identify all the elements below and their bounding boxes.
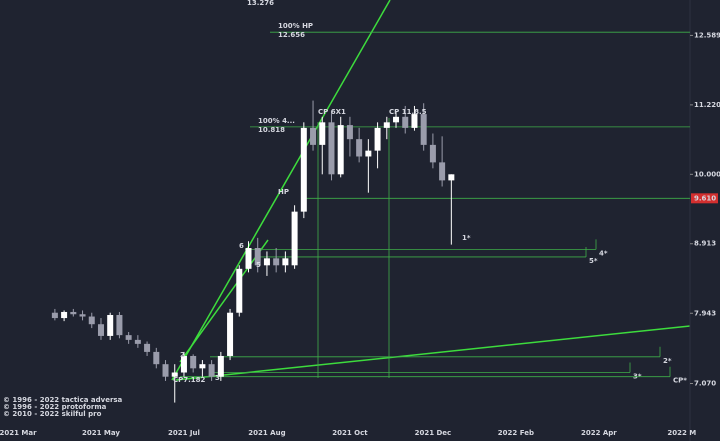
y-tick-label: 10.000 <box>694 170 720 178</box>
copyright: © 1996 - 2022 tactica adversa <box>3 396 123 404</box>
candle-body <box>208 364 215 377</box>
x-tick-label: 2021 May <box>82 429 120 437</box>
trend-line <box>171 0 391 381</box>
level-name: CP* <box>673 377 687 385</box>
candle-body <box>144 343 151 352</box>
copyright: © 2010 - 2022 skilful pro <box>3 410 102 418</box>
candle-body <box>439 162 446 181</box>
price-tag-label: 9.610 <box>694 194 716 202</box>
annotation: HP <box>278 188 289 196</box>
price-tag <box>691 193 718 204</box>
candle-body <box>263 258 270 266</box>
x-tick-label: 2021 Jul <box>168 429 200 437</box>
x-tick-label: 2021 Aug <box>248 429 285 437</box>
level-name: 100% 4... <box>258 117 295 125</box>
candle-body <box>273 258 280 266</box>
x-tick-label: 2022 M <box>667 429 696 437</box>
candle-body <box>291 211 298 266</box>
candle-body <box>429 144 436 163</box>
level-value: 10.818 <box>258 126 285 134</box>
candle-body <box>337 125 344 175</box>
candle-body <box>125 335 132 340</box>
candle-body <box>346 125 353 140</box>
x-tick-label: 2021 Oct <box>332 429 368 437</box>
candle-body <box>190 355 197 369</box>
level-value: 12.656 <box>278 31 305 39</box>
candle-body <box>254 248 261 266</box>
candle-body <box>393 116 400 123</box>
annotation: 5 <box>256 261 261 269</box>
level-name: 100% HP <box>278 22 313 30</box>
candle-body <box>61 311 68 319</box>
candle-body <box>236 268 243 313</box>
candle-body <box>420 114 427 145</box>
candle-body <box>310 127 317 145</box>
candle-body <box>79 314 86 317</box>
candle-body <box>227 312 234 356</box>
candle-body <box>282 258 289 266</box>
level-name: 2* <box>663 357 672 365</box>
annotation: 3 <box>215 374 220 382</box>
candle-body <box>88 316 95 325</box>
candle-body <box>153 351 160 365</box>
candle-body <box>448 174 455 181</box>
annotation: CP7.182 <box>173 376 206 384</box>
candle-body <box>116 315 123 336</box>
candle-body <box>51 312 58 319</box>
candle-body <box>217 355 224 377</box>
annotation: 6 <box>239 242 244 250</box>
x-tick-label: 2021 Mar <box>0 429 37 437</box>
level-name: 5* <box>589 257 598 265</box>
annotation: 2 <box>180 351 185 359</box>
candle-body <box>180 355 187 373</box>
x-tick-label: 2022 Apr <box>581 429 617 437</box>
annotation: 1* <box>462 234 471 242</box>
trend-line <box>175 325 691 381</box>
trend-line <box>179 239 269 363</box>
candle-body <box>70 311 77 315</box>
y-tick-label: 7.943 <box>694 309 716 317</box>
annotation: CP 6X1 <box>318 108 346 116</box>
candle-body <box>356 139 363 157</box>
candle-body <box>328 122 335 175</box>
candle-body <box>97 324 104 336</box>
candle-body <box>402 116 409 128</box>
candle-body <box>171 372 178 377</box>
candle-body <box>319 122 326 145</box>
x-tick-label: 2021 Dec <box>415 429 452 437</box>
y-tick-label: 12.589 <box>694 31 720 39</box>
y-tick-label: 8.913 <box>694 240 716 248</box>
candle-body <box>134 339 141 344</box>
candle-body <box>162 364 169 377</box>
x-tick-label: 2022 Feb <box>498 429 534 437</box>
copyright: © 1996 - 2022 protoforma <box>3 403 107 411</box>
candle-body <box>411 114 418 128</box>
annotation: CP 11.8.5 <box>389 108 427 116</box>
candle-body <box>374 127 381 151</box>
level-name: 4* <box>599 249 608 257</box>
candle-body <box>199 364 206 369</box>
y-tick-label: 7.070 <box>694 379 716 387</box>
y-tick-label: 11.220 <box>694 101 720 109</box>
candle-body <box>365 150 372 157</box>
candle-body <box>245 248 252 269</box>
candle-body <box>300 127 307 212</box>
annotation: 13.276 <box>247 0 274 7</box>
candle-body <box>383 122 390 128</box>
candle-body <box>107 315 114 336</box>
